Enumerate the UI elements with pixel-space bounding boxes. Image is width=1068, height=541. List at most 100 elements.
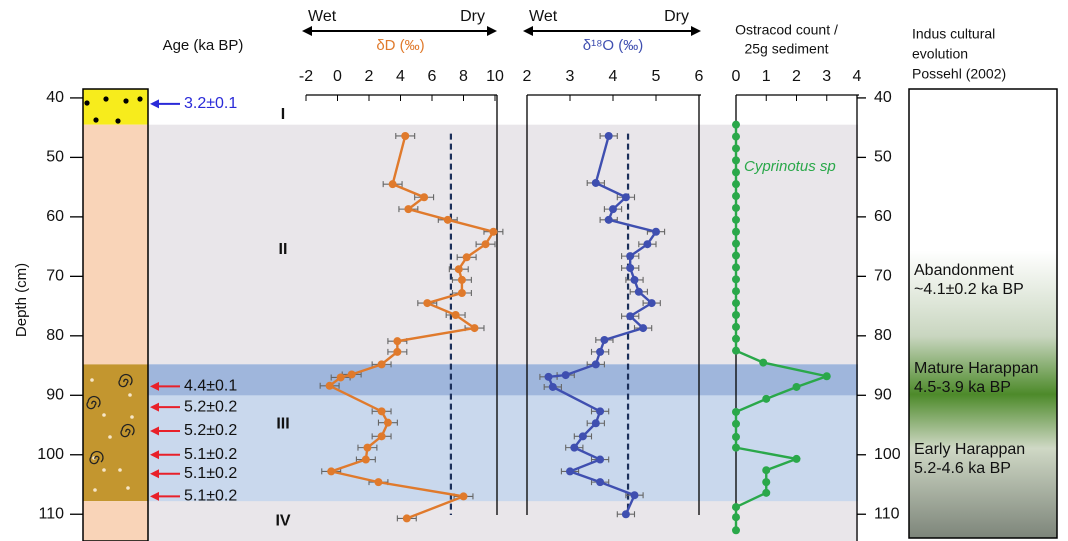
data-point (732, 287, 740, 295)
data-point (762, 478, 770, 486)
data-point (732, 156, 740, 164)
sediment-grain (102, 468, 106, 472)
x-tick-label: 4 (609, 68, 618, 85)
data-point (401, 132, 409, 140)
y-tick-label: 50 (46, 149, 64, 166)
data-point (579, 432, 587, 440)
data-point (337, 373, 345, 381)
data-point (384, 419, 392, 427)
zone-label: IV (275, 513, 290, 530)
data-point (455, 265, 463, 273)
data-point (631, 276, 639, 284)
wet-label: Wet (308, 8, 337, 25)
data-point (458, 289, 466, 297)
panel-title: Possehl (2002) (912, 66, 1006, 82)
x-tick-label: 6 (695, 68, 704, 85)
y-axis-title: Depth (cm) (13, 263, 30, 337)
data-point (363, 444, 371, 452)
zone-label: III (276, 416, 289, 433)
data-point (762, 395, 770, 403)
data-point (444, 216, 452, 224)
arrow-head (523, 26, 533, 36)
y-tick-label: 100 (37, 446, 64, 463)
sediment-grain (108, 435, 112, 439)
data-point (562, 371, 570, 379)
sediment-dot (103, 96, 108, 101)
x-tick-label: 5 (652, 68, 661, 85)
data-point (458, 276, 466, 284)
dry-label: Dry (664, 8, 689, 25)
x-tick-label: 2 (365, 68, 374, 85)
data-point (592, 179, 600, 187)
sediment-dot (137, 96, 142, 101)
y-tick-label: 100 (874, 446, 901, 463)
layer (83, 89, 148, 125)
x-tick-label: 8 (459, 68, 468, 85)
period-name: Mature Harappan (914, 360, 1039, 377)
data-point (631, 491, 639, 499)
data-point (327, 467, 335, 475)
age-label: 3.2±0.1 (184, 95, 237, 112)
data-point (635, 288, 643, 296)
data-point (570, 444, 578, 452)
sediment-grain (90, 378, 94, 382)
data-point (626, 264, 634, 272)
x-tick-label: 0 (333, 68, 342, 85)
y-tick-label: 90 (874, 387, 892, 404)
sediment-grain (128, 393, 132, 397)
data-point (732, 299, 740, 307)
x-tick-label: 2 (523, 68, 532, 85)
data-point (732, 252, 740, 260)
arrow-head (691, 26, 701, 36)
age-title: Age (ka BP) (163, 37, 244, 54)
data-point (732, 311, 740, 319)
data-point (732, 335, 740, 343)
x-tick-label: 4 (396, 68, 405, 85)
data-point (389, 180, 397, 188)
data-point (378, 360, 386, 368)
data-point (652, 228, 660, 236)
data-point (732, 168, 740, 176)
sediment-dot (123, 98, 128, 103)
data-point (489, 228, 497, 236)
data-point (732, 526, 740, 534)
data-point (732, 433, 740, 441)
data-point (793, 383, 801, 391)
data-point (732, 420, 740, 428)
age-label: 5.2±0.2 (184, 398, 237, 415)
x-tick-label: 1 (762, 68, 771, 85)
age-label: 5.1±0.2 (184, 465, 237, 482)
x-tick-label: 3 (566, 68, 575, 85)
x-tick-label: 4 (853, 68, 862, 85)
x-tick-label: 10 (486, 68, 504, 85)
panel-title: evolution (912, 46, 968, 62)
y-tick-label: 70 (874, 268, 892, 285)
data-point (463, 253, 471, 261)
sediment-grain (126, 486, 130, 490)
y-tick-label: 60 (46, 208, 64, 225)
data-point (592, 360, 600, 368)
data-point (609, 205, 617, 213)
data-point (471, 324, 479, 332)
data-point (732, 204, 740, 212)
data-point (626, 252, 634, 260)
sediment-dot (84, 100, 89, 105)
period-name: Early Harappan (914, 441, 1025, 458)
data-point (600, 336, 608, 344)
zone-label: II (279, 241, 288, 258)
zone-label: I (281, 106, 285, 123)
sediment-grain (102, 413, 106, 417)
data-point (732, 513, 740, 521)
data-point (793, 455, 801, 463)
x-tick-label: 6 (428, 68, 437, 85)
y-tick-label: 80 (874, 327, 892, 344)
data-point (596, 456, 604, 464)
data-point (823, 372, 831, 380)
y-tick-label: 40 (46, 89, 64, 106)
data-point (605, 132, 613, 140)
data-point (420, 193, 428, 201)
data-point (732, 240, 740, 248)
x-axis-title: Ostracod count / (735, 22, 838, 38)
data-point (374, 478, 382, 486)
y-tick-label: 70 (46, 268, 64, 285)
